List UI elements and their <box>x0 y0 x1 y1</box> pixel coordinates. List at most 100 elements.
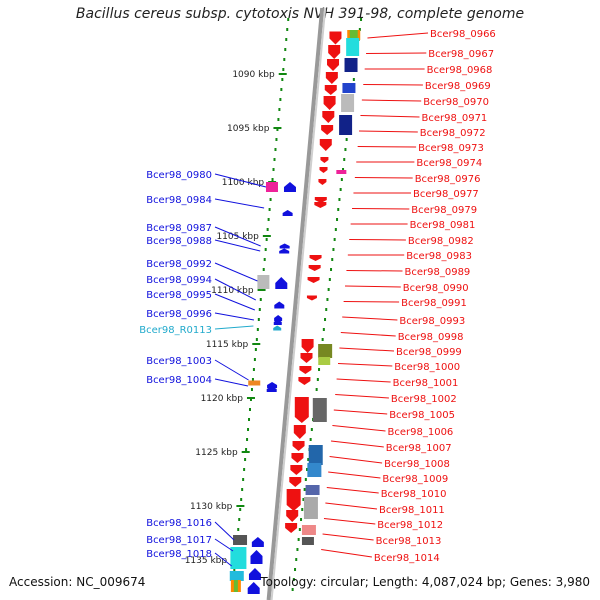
plus-strand-guide-dot <box>271 178 274 181</box>
minus-gene-label: Bcer98_1000 <box>394 362 460 373</box>
plus-gene-label: Bcer98_1004 <box>146 375 212 386</box>
plus-strand-gene-arrow <box>273 325 282 331</box>
plus-strand-guide-dot <box>239 508 242 511</box>
minus-strand-feature-block <box>341 94 355 112</box>
plus-strand-guide-dot <box>251 378 254 381</box>
plus-strand-guide-dot <box>253 358 256 361</box>
minus-strand-gene-arrow <box>328 45 341 59</box>
minus-gene-leader-line <box>357 146 417 148</box>
plus-strand-gene-arrow <box>251 537 264 547</box>
plus-strand-guide-dot <box>256 328 259 331</box>
minus-gene-leader-line <box>367 32 429 39</box>
minus-strand-gene-arrow <box>301 339 314 353</box>
plus-strand-feature-block <box>257 275 270 289</box>
plus-strand-guide-dot <box>267 218 270 221</box>
minus-gene-label: Bcer98_1005 <box>389 410 455 421</box>
minus-strand-feature-block <box>344 58 358 72</box>
plus-strand-feature-block <box>248 380 261 386</box>
plus-strand-gene-arrow <box>250 550 263 564</box>
plus-strand-guide-dot <box>250 388 253 391</box>
minus-strand-gene-arrow <box>314 202 327 208</box>
minus-strand-guide-dot <box>301 508 304 511</box>
minus-gene-label: Bcer98_0990 <box>403 283 469 294</box>
plus-strand-gene-arrow <box>275 277 288 289</box>
minus-strand-feature-block <box>305 485 320 495</box>
plus-strand-guide-dot <box>238 518 241 521</box>
minus-strand-gene-arrow <box>293 425 306 439</box>
plus-strand-guide-dot <box>258 308 261 311</box>
minus-strand-guide-dot <box>291 588 294 591</box>
map-title: Bacillus cereus subsp. cytotoxis NVH 391… <box>75 6 525 22</box>
plus-strand-guide-dot <box>264 248 267 251</box>
plus-strand-guide-dot <box>249 398 252 401</box>
plus-strand-guide-dot <box>284 48 287 51</box>
scale-tick-label: 1120 kbp <box>201 394 244 404</box>
minus-strand-guide-dot <box>360 18 363 21</box>
plus-gene-leader-line <box>214 378 249 387</box>
minus-strand-gene-arrow <box>320 157 329 163</box>
plus-strand-guide-dot <box>280 88 283 91</box>
minus-strand-guide-dot <box>297 538 300 541</box>
minus-gene-label: Bcer98_0982 <box>408 236 474 247</box>
minus-gene-label: Bcer98_1007 <box>386 443 452 454</box>
minus-strand-guide-dot <box>344 148 347 151</box>
plus-strand-gene-arrow <box>248 568 261 580</box>
minus-strand-guide-dot <box>302 498 305 501</box>
minus-gene-label: Bcer98_1012 <box>377 520 443 531</box>
plus-strand-feature-block <box>233 580 238 592</box>
minus-strand-guide-dot <box>325 308 328 311</box>
minus-gene-label: Bcer98_1001 <box>393 378 459 389</box>
minus-gene-leader-line <box>337 363 393 367</box>
plus-gene-label: Bcer98_R0113 <box>139 325 212 336</box>
minus-gene-leader-line <box>325 502 378 510</box>
minus-gene-label: Bcer98_0998 <box>398 332 464 343</box>
minus-strand-feature-block <box>339 115 353 135</box>
minus-strand-gene-arrow <box>286 510 299 522</box>
minus-strand-gene-arrow <box>323 96 336 110</box>
scale-tick-label: 1095 kbp <box>227 124 270 134</box>
minus-strand-gene-arrow <box>325 72 338 84</box>
scale-tick-label: 1100 kbp <box>222 178 265 188</box>
minus-strand-guide-dot <box>316 378 319 381</box>
minus-gene-leader-line <box>366 52 427 54</box>
minus-gene-label: Bcer98_0983 <box>406 251 472 262</box>
plus-gene-label: Bcer98_0987 <box>146 223 212 234</box>
minus-strand-guide-dot <box>303 488 306 491</box>
plus-strand-feature-block <box>265 182 278 192</box>
minus-strand-feature-block <box>336 170 347 174</box>
plus-gene-leader-line <box>214 239 261 252</box>
minus-gene-label: Bcer98_0977 <box>413 189 479 200</box>
minus-gene-label: Bcer98_1014 <box>374 553 440 564</box>
scale-tick-label: 1110 kbp <box>211 286 254 296</box>
minus-strand-gene-arrow <box>298 377 311 385</box>
minus-strand-gene-arrow <box>308 265 321 271</box>
plus-gene-label: Bcer98_0994 <box>146 275 212 286</box>
minus-strand-gene-arrow <box>314 197 327 203</box>
plus-strand-guide-dot <box>240 498 243 501</box>
minus-gene-leader-line <box>332 425 386 432</box>
minus-strand-gene-arrow <box>322 111 335 123</box>
minus-strand-guide-dot <box>296 548 299 551</box>
plus-gene-leader-line <box>214 262 258 282</box>
plus-strand-gene-arrow <box>282 210 293 216</box>
minus-strand-gene-arrow <box>327 59 340 71</box>
scale-tick-label: 1125 kbp <box>195 448 238 458</box>
minus-gene-label: Bcer98_0991 <box>401 298 467 309</box>
minus-gene-label: Bcer98_0973 <box>418 143 484 154</box>
plus-strand-guide-dot <box>279 98 282 101</box>
plus-strand-guide-dot <box>287 18 290 21</box>
minus-strand-guide-dot <box>343 158 346 161</box>
plus-gene-label: Bcer98_1017 <box>146 535 212 546</box>
minus-strand-guide-dot <box>315 388 318 391</box>
plus-strand-guide-dot <box>274 148 277 151</box>
minus-strand-gene-arrow <box>319 139 332 151</box>
minus-strand-gene-arrow <box>324 85 337 95</box>
minus-strand-gene-arrow <box>290 465 303 475</box>
plus-strand-guide-dot <box>285 38 288 41</box>
plus-gene-leader-line <box>214 173 267 188</box>
minus-strand-gene-arrow <box>307 277 320 283</box>
genome-backbone-shadow <box>270 7 327 600</box>
plus-strand-gene-arrow <box>247 582 260 594</box>
minus-strand-gene-arrow <box>300 353 313 363</box>
